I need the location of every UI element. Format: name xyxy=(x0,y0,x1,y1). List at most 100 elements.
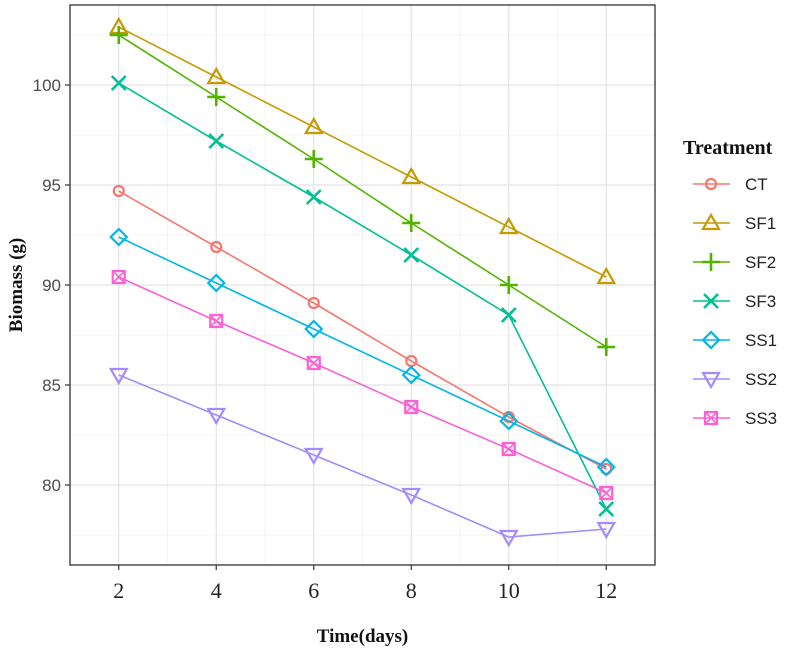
series-ss3 xyxy=(111,269,614,501)
legend-key-marker xyxy=(701,371,721,390)
marker-shape xyxy=(112,184,125,198)
legend-item-ss3: SS3 xyxy=(693,409,777,428)
legend-item-sf3: SF3 xyxy=(693,292,776,311)
legend-key-marker xyxy=(703,410,719,426)
y-tick-label: 85 xyxy=(42,376,61,395)
data-point-ct xyxy=(307,296,320,310)
data-point-sf2 xyxy=(499,276,518,294)
series-line-ss1 xyxy=(118,236,607,468)
data-point-ss3 xyxy=(306,355,321,371)
x-tick-label: 4 xyxy=(211,578,222,603)
data-point-ss2 xyxy=(108,367,129,386)
marker-shape xyxy=(498,216,519,235)
marker-shape xyxy=(401,365,421,385)
marker-shape xyxy=(307,296,320,310)
data-point-ss3 xyxy=(404,399,419,415)
marker-shape xyxy=(208,133,225,149)
legend-key-marker xyxy=(701,212,721,231)
series-ss2 xyxy=(108,367,617,548)
data-point-ss1 xyxy=(401,365,421,385)
x-tick-label: 2 xyxy=(113,578,124,603)
data-point-sf3 xyxy=(500,307,517,323)
data-point-ss2 xyxy=(206,407,227,426)
marker-shape xyxy=(703,293,719,309)
marker-shape xyxy=(111,269,126,285)
data-point-sf2 xyxy=(402,214,421,232)
legend-label: SS1 xyxy=(745,331,777,350)
data-point-sf3 xyxy=(208,133,225,149)
marker-shape xyxy=(598,501,615,517)
series-layer xyxy=(108,16,617,548)
marker-shape xyxy=(596,266,617,285)
marker-shape xyxy=(109,227,129,247)
legend-label: SF3 xyxy=(745,292,776,311)
marker-shape xyxy=(499,411,519,431)
data-point-sf1 xyxy=(498,216,519,235)
marker-shape xyxy=(305,189,322,205)
marker-shape xyxy=(704,411,718,425)
grid-lines xyxy=(70,5,655,565)
data-point-ct xyxy=(210,240,223,254)
marker-shape xyxy=(596,457,616,477)
marker-shape xyxy=(701,371,721,390)
data-point-sf3 xyxy=(403,247,420,263)
data-point-sf3 xyxy=(598,501,615,517)
data-point-ss2 xyxy=(498,529,519,548)
x-tick-label: 8 xyxy=(406,578,417,603)
marker-shape xyxy=(110,75,127,91)
marker-shape xyxy=(704,177,718,191)
marker-shape xyxy=(401,487,422,506)
marker-shape xyxy=(210,240,223,254)
marker-shape xyxy=(703,410,719,426)
data-point-ss1 xyxy=(499,411,519,431)
data-point-sf1 xyxy=(596,266,617,285)
data-point-sf1 xyxy=(401,166,422,185)
x-axis-title: Time(days) xyxy=(317,626,408,647)
data-point-sf3 xyxy=(110,75,127,91)
marker-shape xyxy=(599,486,613,500)
data-point-ss1 xyxy=(109,227,129,247)
data-point-ss2 xyxy=(303,447,324,466)
series-sf1 xyxy=(108,16,617,285)
data-point-sf2 xyxy=(207,88,226,106)
series-ct xyxy=(112,184,613,476)
marker-shape xyxy=(206,273,226,293)
series-line-sf2 xyxy=(118,34,607,348)
marker-shape xyxy=(303,116,324,135)
data-point-ss3 xyxy=(501,441,516,457)
data-point-ss2 xyxy=(596,521,617,540)
series-line-ct xyxy=(118,190,607,470)
marker-shape xyxy=(701,212,721,231)
marker-shape xyxy=(500,307,517,323)
marker-shape xyxy=(209,313,224,329)
y-tick-label: 95 xyxy=(42,176,61,195)
data-point-ss1 xyxy=(304,319,324,339)
data-point-ss3 xyxy=(111,269,126,285)
legend: Treatment CT SF1 SF2 SF3 SS1 SS2 SS3 xyxy=(683,137,777,428)
data-point-ss2 xyxy=(401,487,422,506)
series-sf2 xyxy=(109,26,616,356)
data-point-sf2 xyxy=(304,150,323,168)
series-sf3 xyxy=(110,75,615,517)
legend-key-marker xyxy=(702,253,720,271)
data-point-sf2 xyxy=(109,26,128,44)
legend-item-ss1: SS1 xyxy=(693,330,777,350)
series-ss1 xyxy=(109,227,616,477)
legend-item-ss2: SS2 xyxy=(693,370,777,390)
y-tick-label: 90 xyxy=(42,276,61,295)
series-line-sf3 xyxy=(118,82,607,510)
y-axis-title: Biomass (g) xyxy=(6,238,27,332)
legend-label: SF1 xyxy=(745,214,776,233)
marker-shape xyxy=(596,521,617,540)
marker-shape xyxy=(501,441,516,457)
data-point-ss3 xyxy=(599,485,614,501)
legend-title: Treatment xyxy=(683,137,773,159)
legend-item-sf2: SF2 xyxy=(693,253,776,272)
data-point-sf3 xyxy=(305,189,322,205)
marker-shape xyxy=(306,355,321,371)
marker-shape xyxy=(498,529,519,548)
marker-shape xyxy=(404,400,418,414)
legend-label: SS3 xyxy=(745,409,777,428)
marker-shape xyxy=(701,330,721,350)
